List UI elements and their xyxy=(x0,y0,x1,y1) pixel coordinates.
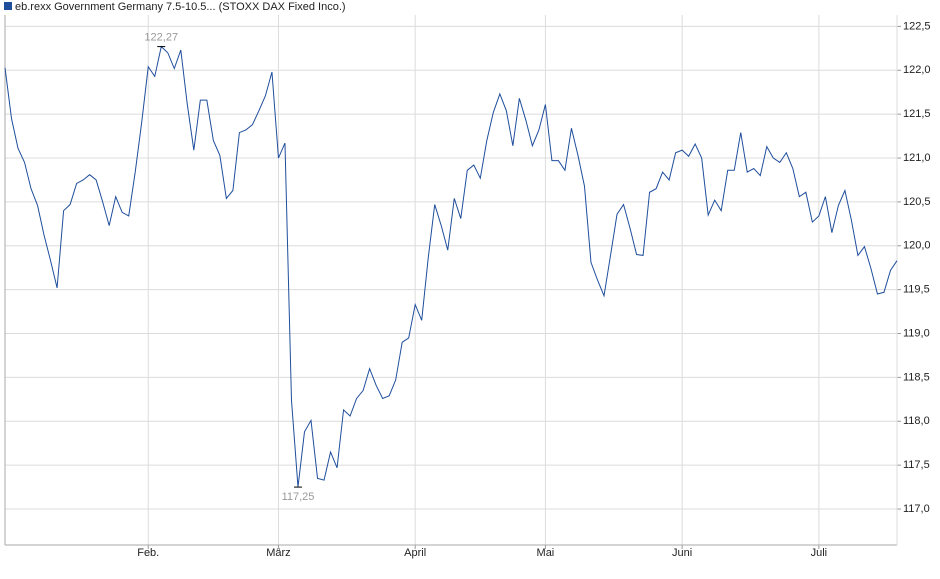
x-tick-label: Juni xyxy=(672,547,692,559)
y-tick-label: 118,5 xyxy=(903,371,930,383)
y-tick-label: 121,5 xyxy=(903,108,931,120)
y-tick-label: 117,0 xyxy=(903,503,930,515)
y-tick-label: 119,5 xyxy=(903,284,930,296)
legend-label: eb.rexx Government Germany 7.5-10.5... (… xyxy=(15,1,346,13)
y-tick-label: 117,5 xyxy=(903,459,930,471)
y-tick-label: 122,5 xyxy=(903,20,931,32)
y-tick-label: 120,5 xyxy=(903,196,931,208)
x-tick-label: Mai xyxy=(537,547,555,559)
data-line xyxy=(4,45,898,488)
data-label: 117,25 xyxy=(282,491,315,503)
y-tick-label: 121,0 xyxy=(903,152,931,164)
x-tick-label: Feb. xyxy=(137,547,159,559)
y-tick-label: 118,0 xyxy=(903,415,930,427)
y-tick-label: 119,0 xyxy=(903,327,930,339)
data-label: 122,27 xyxy=(144,31,178,43)
y-tick-label: 120,0 xyxy=(903,240,931,252)
y-tick-label: 122,0 xyxy=(903,64,931,76)
x-tick-label: April xyxy=(404,547,426,559)
x-tick-label: Juli xyxy=(811,547,828,559)
legend-swatch xyxy=(4,2,12,10)
x-tick-label: März xyxy=(266,547,290,559)
